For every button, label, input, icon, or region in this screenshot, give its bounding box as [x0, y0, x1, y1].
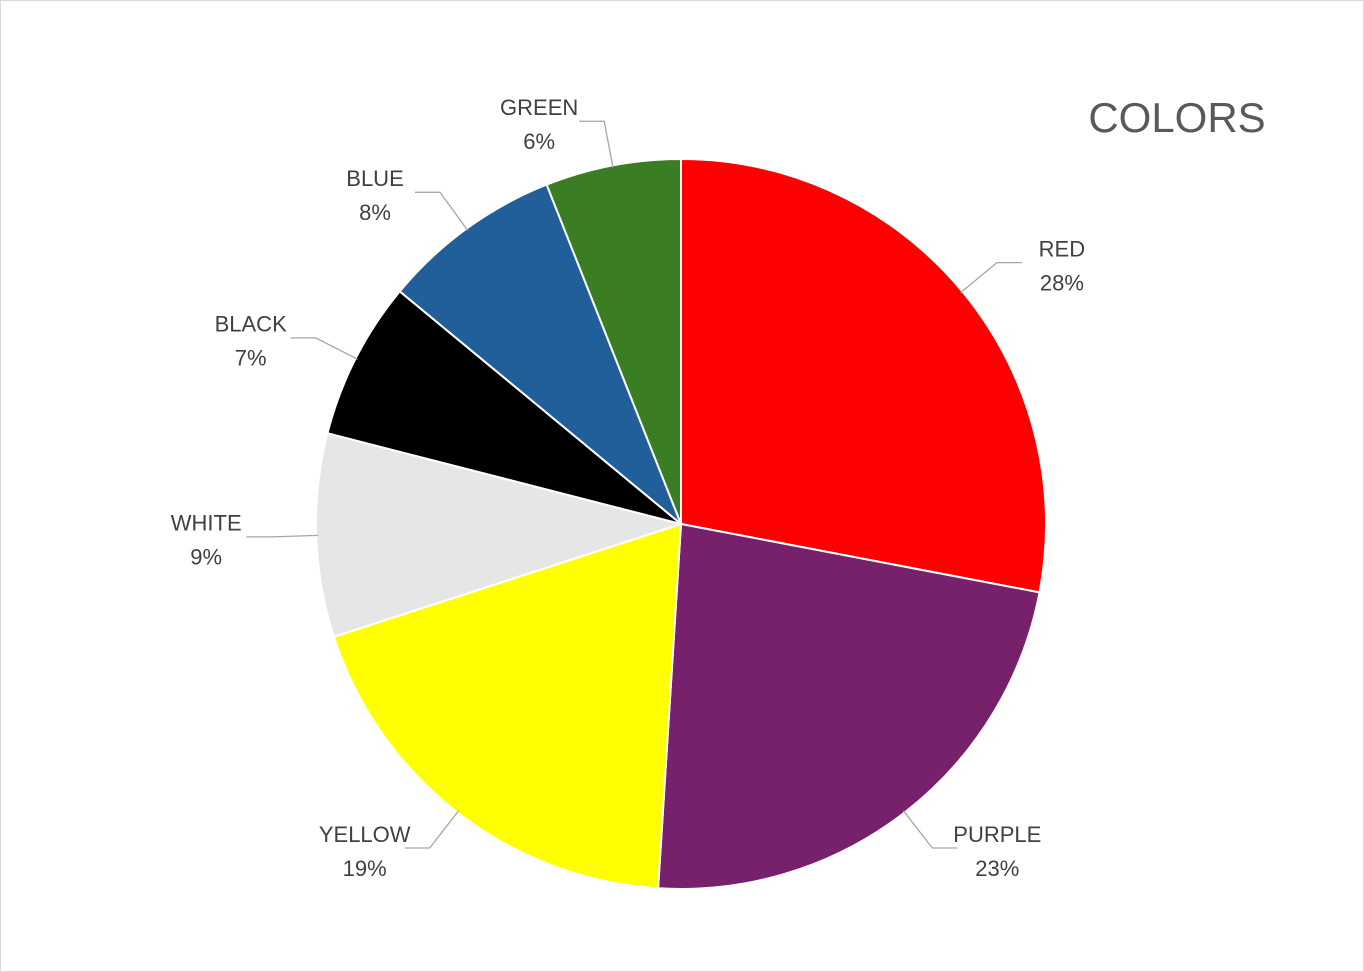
leader-line: [404, 810, 460, 849]
leader-line: [960, 262, 1022, 294]
value-label: 7%: [235, 346, 267, 371]
category-label: WHITE: [171, 511, 242, 536]
value-label: 8%: [359, 200, 391, 225]
category-label: PURPLE: [953, 822, 1041, 847]
value-label: 9%: [190, 545, 222, 570]
value-label: 19%: [343, 856, 387, 881]
category-label: BLACK: [215, 312, 287, 337]
chart-title: COLORS: [1088, 94, 1265, 141]
leader-line: [290, 337, 358, 360]
category-label: GREEN: [500, 95, 578, 120]
category-label: YELLOW: [319, 822, 411, 847]
value-label: 6%: [523, 129, 555, 154]
leader-line: [579, 120, 614, 168]
leader-line: [415, 191, 469, 231]
leader-line: [902, 810, 958, 849]
category-label: BLUE: [346, 166, 403, 191]
leader-line: [246, 534, 319, 538]
value-label: 23%: [975, 856, 1019, 881]
value-label: 28%: [1040, 270, 1084, 295]
category-label: RED: [1039, 236, 1085, 261]
